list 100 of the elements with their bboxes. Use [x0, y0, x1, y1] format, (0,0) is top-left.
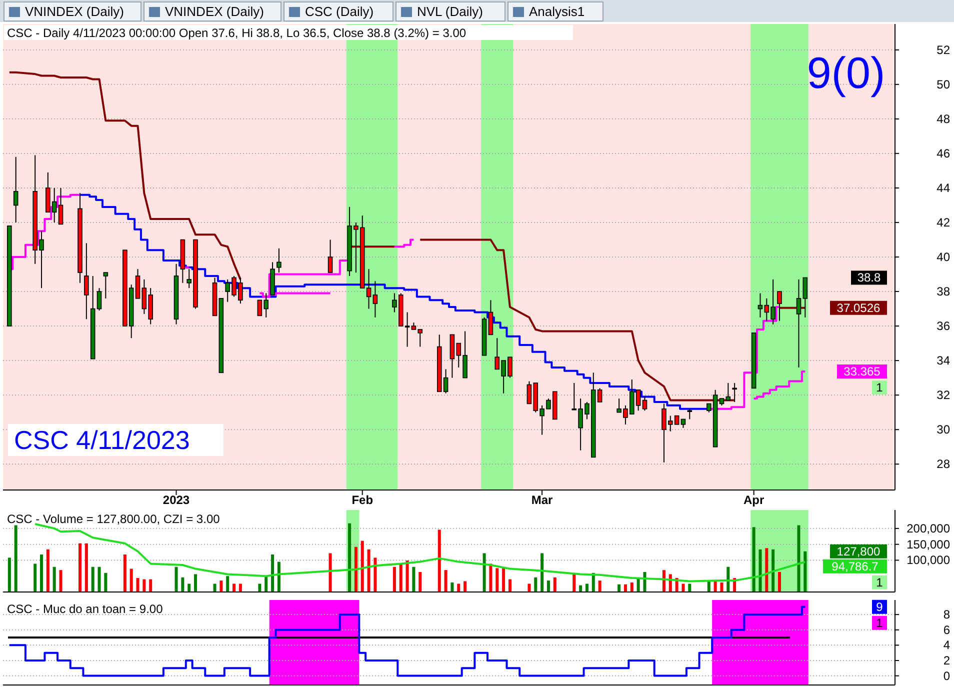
y-tick-label: 28 [936, 457, 950, 472]
bar [34, 564, 37, 592]
y-tick-label: 6 [943, 622, 950, 637]
bar [406, 560, 409, 592]
y-tick-label: 2 [943, 653, 950, 668]
bar [91, 566, 94, 592]
x-tick-label: 2023 [162, 493, 190, 507]
bar [585, 584, 588, 592]
annotation: 38.8 [857, 270, 881, 285]
y-tick-label: 34 [936, 354, 950, 368]
bar [277, 562, 280, 592]
y-tick-label: 8 [943, 608, 950, 622]
bar [765, 548, 768, 592]
candlestick [84, 242, 89, 320]
bar [8, 558, 11, 592]
annotation: 94,786.7 [832, 559, 879, 574]
candlestick [488, 300, 494, 336]
bar [540, 553, 544, 592]
candlestick [103, 272, 108, 299]
bar [772, 549, 775, 592]
bar [496, 568, 499, 592]
bar [174, 566, 178, 592]
bar [258, 584, 262, 592]
text: Analysis1 [529, 4, 585, 19]
y-tick-label: 38 [936, 284, 950, 299]
bar [399, 564, 402, 592]
y-tick-label: 40 [936, 250, 950, 264]
candlestick [732, 382, 737, 402]
bar [142, 579, 146, 592]
candlestick [687, 408, 692, 420]
x-tick-label: Feb [352, 493, 374, 507]
candlestick [13, 156, 18, 223]
annotation: 37.0526 [836, 300, 881, 315]
bar [149, 579, 152, 592]
bar [84, 543, 88, 592]
text: VNINDEX (Daily) [25, 4, 124, 19]
bar [752, 527, 756, 592]
bar [130, 568, 133, 592]
y-tick-label: 200,000 [906, 521, 950, 536]
bar [546, 580, 550, 592]
bar [758, 549, 762, 592]
annotation: 9 [876, 600, 884, 614]
bar [797, 525, 800, 592]
candlestick [777, 291, 782, 322]
candlestick [276, 248, 282, 274]
chart-title: CSC - Daily 4/11/2023 00:00:00 Open 37.6, Hi 38.8, Lo 36.5, Close 38.8 (3.2%) = 3.00 [7, 26, 466, 40]
bar [374, 558, 377, 592]
bar [238, 584, 242, 592]
candlestick [96, 288, 102, 312]
bar [328, 553, 332, 592]
bar [213, 584, 216, 592]
bar [579, 585, 582, 592]
bar [682, 584, 685, 592]
bar [598, 580, 602, 592]
bar [804, 551, 807, 592]
y-tick-label: 52 [936, 42, 950, 57]
candlestick [802, 277, 808, 318]
bar [104, 572, 108, 592]
annotation: 127,800 [836, 544, 881, 558]
y-tick-label: 46 [936, 146, 950, 160]
bar [46, 549, 50, 592]
bar [14, 525, 18, 592]
bar [464, 581, 467, 592]
bar [78, 543, 82, 592]
text: NVL (Daily) [417, 4, 483, 19]
y-tick-label: 48 [936, 112, 950, 126]
bar [720, 582, 724, 592]
bar [534, 577, 538, 592]
bar [52, 566, 56, 592]
bar [726, 566, 730, 592]
bar [354, 546, 358, 592]
y-tick-label: 32 [936, 388, 950, 402]
y-tick-label: 44 [936, 180, 950, 195]
candlestick [642, 396, 648, 412]
candlestick [372, 280, 378, 318]
y-tick-label: 42 [936, 215, 950, 230]
bar [444, 570, 448, 592]
x-tick-label: Apr [743, 493, 764, 507]
bar [418, 572, 422, 592]
bar [271, 554, 274, 592]
bar [392, 566, 396, 592]
annotation: 9(0) [806, 49, 886, 98]
bar [630, 582, 634, 592]
bar [438, 530, 441, 592]
annotation: CSC 4/11/2023 [14, 425, 190, 455]
bar [264, 576, 268, 592]
y-tick-label: 100,000 [906, 553, 950, 568]
bar [367, 549, 370, 592]
chart-title: CSC - Muc do an toan = 9.00 [7, 602, 164, 616]
bar [194, 574, 198, 592]
candlestick [758, 292, 763, 318]
candlestick [328, 239, 333, 274]
y-tick-label: 30 [936, 422, 950, 437]
y-tick-label: 50 [936, 77, 950, 92]
bar [450, 582, 454, 592]
bar [136, 578, 140, 592]
y-tick-label: 0 [943, 668, 950, 683]
bar [123, 554, 126, 592]
candlestick [58, 187, 64, 225]
bar [188, 584, 191, 592]
